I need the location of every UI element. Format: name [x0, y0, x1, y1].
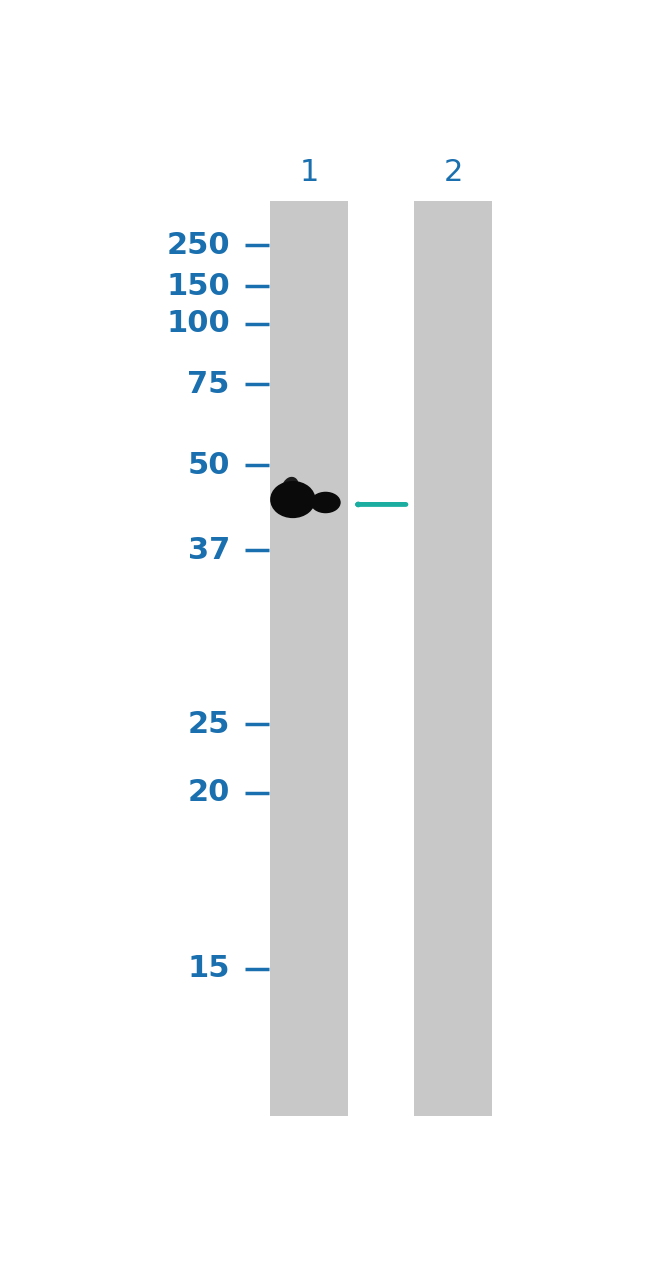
Text: 2: 2 — [443, 157, 463, 187]
Text: 20: 20 — [187, 779, 230, 808]
Ellipse shape — [311, 491, 341, 513]
Text: 15: 15 — [187, 955, 230, 983]
Text: 75: 75 — [187, 370, 230, 399]
Ellipse shape — [281, 476, 299, 499]
Text: 100: 100 — [166, 309, 230, 338]
Bar — [270, 202, 348, 1115]
Text: 50: 50 — [187, 451, 230, 480]
Text: 25: 25 — [187, 710, 230, 739]
Text: 37: 37 — [188, 536, 230, 565]
Text: 250: 250 — [166, 231, 230, 260]
Text: 150: 150 — [166, 272, 230, 301]
Text: 1: 1 — [299, 157, 318, 187]
Ellipse shape — [270, 481, 315, 518]
Bar — [414, 202, 492, 1115]
